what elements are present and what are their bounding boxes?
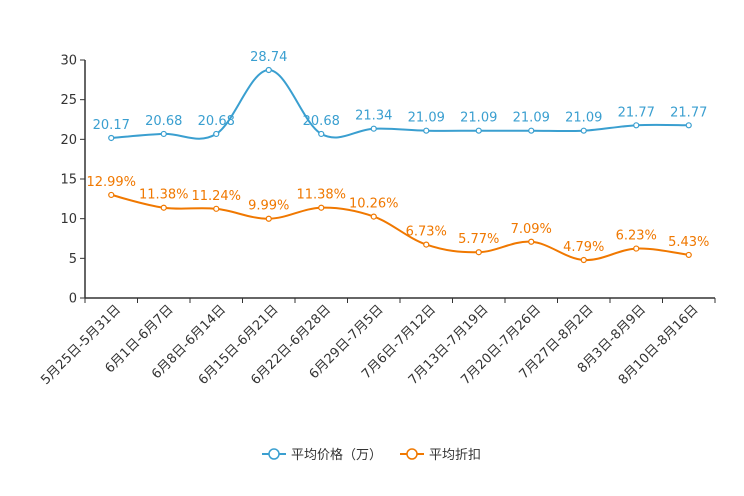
legend-item-2[interactable]: 平均折扣	[400, 448, 481, 463]
legend-label: 平均价格（万）	[291, 447, 382, 463]
data-label: 5.43%	[668, 235, 709, 250]
data-label: 6.73%	[406, 225, 447, 240]
legend[interactable]: 平均价格（万） 平均折扣	[262, 447, 481, 463]
data-point[interactable]	[475, 127, 482, 134]
y-tick-label: 25	[60, 93, 77, 108]
data-point[interactable]	[685, 251, 692, 259]
series-2: 12.99%11.38% 11.24%9.99%11.38%10.26%6.73%…	[86, 175, 709, 264]
y-tick-label: 20	[60, 133, 77, 148]
data-point[interactable]	[475, 249, 482, 256]
data-label: 21.09	[513, 111, 550, 126]
y-tick-label: 30	[60, 54, 77, 69]
y-tick-label: 5	[69, 252, 77, 267]
series-line	[111, 193, 689, 262]
axes: 0510152025305月25日-5月31日6月1日-6月7日6月8日-6月1…	[38, 54, 716, 388]
data-point[interactable]	[160, 130, 167, 138]
data-point[interactable]	[370, 213, 377, 220]
data-label: 21.09	[460, 111, 497, 126]
data-point[interactable]	[423, 241, 430, 248]
data-label: 5.77%	[458, 232, 499, 247]
data-point[interactable]	[318, 204, 325, 211]
data-point[interactable]	[160, 204, 167, 211]
data-label: 21.34	[355, 109, 392, 124]
data-point[interactable]	[633, 245, 640, 252]
data-point[interactable]	[580, 127, 587, 134]
data-label: 7.09%	[511, 222, 552, 237]
legend-item-1[interactable]: 平均价格（万）	[262, 447, 382, 463]
data-label: 21.77	[618, 105, 655, 120]
data-label: 21.09	[408, 111, 445, 126]
data-label: 4.79%	[563, 240, 604, 255]
data-point[interactable]	[265, 215, 272, 222]
data-label: 12.99%	[86, 175, 136, 190]
data-label: 20.68	[198, 114, 235, 129]
y-tick-label: 0	[69, 292, 77, 307]
data-label: 6.23%	[616, 229, 657, 244]
data-label: 20.68	[145, 114, 182, 129]
data-point[interactable]	[213, 130, 220, 138]
data-point[interactable]	[265, 66, 272, 74]
data-point[interactable]	[108, 134, 115, 142]
data-label: 21.77	[670, 105, 707, 120]
data-point[interactable]	[213, 205, 220, 212]
series-1: 20.17 20.68 20.68 28.74 20.68 21.34 21.09 21.09…	[93, 50, 707, 142]
legend-swatch-marker	[406, 448, 418, 460]
data-label: 20.68	[303, 114, 340, 129]
data-label: 11.24%	[191, 189, 241, 204]
data-label: 20.17	[93, 118, 130, 133]
data-point[interactable]	[318, 130, 325, 138]
y-tick-label: 15	[60, 173, 77, 188]
data-point[interactable]	[423, 127, 430, 134]
data-label: 28.74	[250, 50, 287, 65]
data-label: 11.38%	[139, 188, 189, 203]
data-label: 9.99%	[248, 199, 289, 214]
data-point[interactable]	[580, 256, 587, 264]
data-point[interactable]	[108, 191, 115, 199]
legend-swatch-marker	[268, 448, 280, 460]
series-layer: 20.17 20.68 20.68 28.74 20.68 21.34 21.09 21.09…	[86, 50, 709, 264]
data-label: 10.26%	[349, 197, 399, 212]
data-point[interactable]	[528, 238, 535, 245]
data-label: 11.38%	[296, 188, 346, 203]
data-label: 21.09	[565, 111, 602, 126]
data-point[interactable]	[528, 127, 535, 134]
data-point[interactable]	[370, 125, 377, 132]
data-point[interactable]	[633, 122, 640, 129]
y-tick-label: 10	[60, 212, 77, 227]
legend-label: 平均折扣	[429, 448, 481, 463]
data-point[interactable]	[685, 122, 692, 129]
